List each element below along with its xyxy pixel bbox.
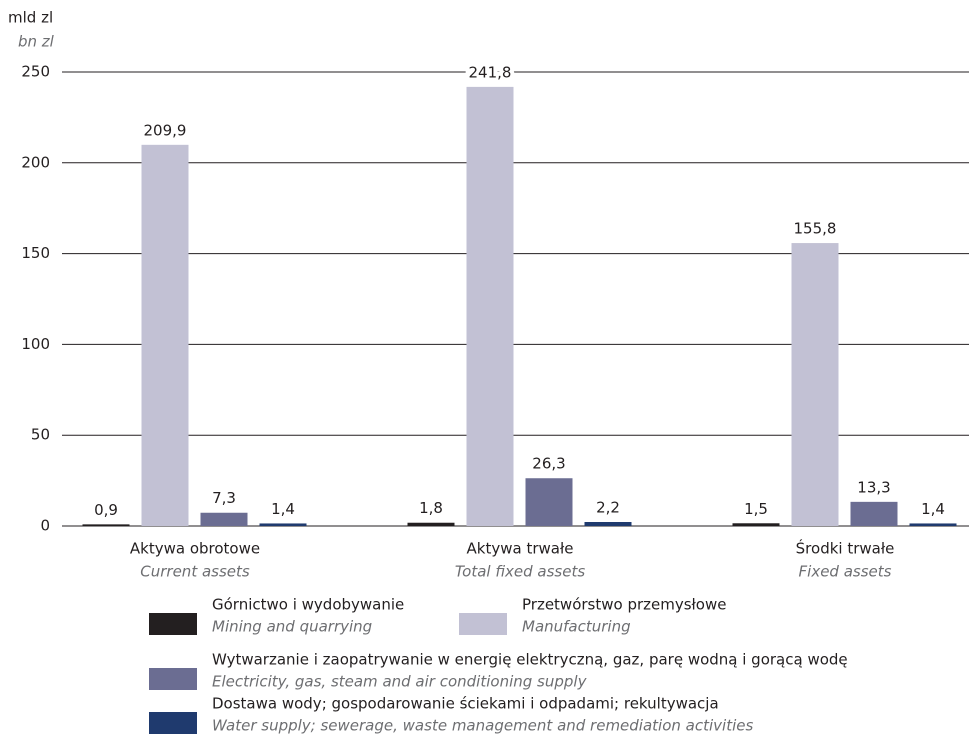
legend-swatch [149,712,197,734]
value-label: 0,9 [94,501,118,519]
y-axis-label-en: bn zl [18,33,55,51]
bar [525,478,573,526]
value-label: 26,3 [532,455,565,473]
x-tick-label: Aktywa obrotowe [130,540,260,558]
value-label: 1,8 [419,499,443,517]
value-label: 155,8 [794,220,837,238]
value-label: 1,5 [744,500,768,518]
legend-swatch [459,613,507,635]
bar [200,512,248,526]
value-label: 209,9 [144,121,187,139]
bar [850,501,898,526]
bar [584,522,632,526]
legend-swatch [149,613,197,635]
value-label: 13,3 [857,478,890,496]
x-tick-label-en: Current assets [140,563,250,581]
value-label: 1,4 [271,500,295,518]
bar [82,524,130,526]
value-label: 1,4 [921,500,945,518]
bar [732,523,780,526]
legend-label-en: Electricity, gas, steam and air conditio… [212,673,588,691]
bar [407,522,455,526]
bar [791,243,839,526]
legend-swatch [149,668,197,690]
x-tick-label: Aktywa trwałe [467,540,574,558]
y-axis-label: mld zl [8,9,53,27]
y-tick-label: 200 [21,153,50,171]
x-tick-label-en: Total fixed assets [455,563,586,581]
bar [909,523,957,526]
y-tick-label: 50 [31,426,50,444]
value-label: 2,2 [596,499,620,517]
y-tick-label: 250 [21,63,50,81]
legend-label: Dostawa wody; gospodarowanie ściekami i … [212,695,719,713]
legend-label: Górnictwo i wydobywanie [212,596,404,614]
value-label: 7,3 [212,489,236,507]
y-tick-label: 0 [40,517,50,535]
value-label: 241,8 [469,63,512,81]
bar [141,144,189,526]
legend-label-en: Mining and quarrying [212,618,372,636]
legend-label: Przetwórstwo przemysłowe [522,596,727,614]
bar [259,523,307,526]
legend-label: Wytwarzanie i zaopatrywanie w energię el… [212,651,848,669]
x-tick-label: Środki trwałe [796,539,895,558]
x-tick-label-en: Fixed assets [799,563,892,581]
y-tick-label: 150 [21,244,50,262]
legend-label-en: Water supply; sewerage, waste management… [212,717,753,735]
bar [466,86,514,526]
legend-label-en: Manufacturing [522,618,631,636]
y-tick-label: 100 [21,335,50,353]
